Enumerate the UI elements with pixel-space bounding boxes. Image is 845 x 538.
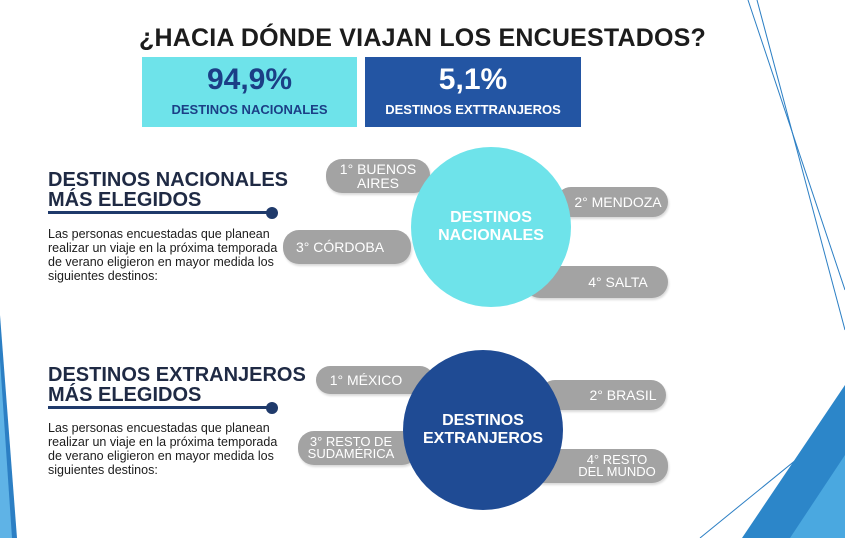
left-accent-highlight <box>0 360 12 538</box>
foreign-destination-3-line1: 3° RESTO DE <box>309 434 393 449</box>
right-decor-line-1 <box>747 0 845 291</box>
foreign-underline <box>48 406 270 409</box>
national-title-line1: DESTINOS NACIONALES <box>48 169 289 191</box>
national-description: Las personas encuestadas que planean rea… <box>48 227 278 283</box>
national-destination-4-label: 4° SALTA <box>588 274 648 290</box>
stat-national: 94,9% DESTINOS NACIONALES <box>142 57 357 127</box>
page-title: ¿HACIA DÓNDE VIAJAN LOS ENCUESTADOS? <box>139 24 706 52</box>
national-destination-1-line2: AIRES <box>356 175 399 191</box>
national-destination-2: 2° MENDOZA <box>556 187 668 217</box>
bottom-right-accent-light <box>790 455 845 538</box>
national-section-title: DESTINOS NACIONALES MÁS ELEGIDOS <box>48 170 288 210</box>
foreign-destination-3: 3° RESTO DE SUDAMÉRICA <box>298 431 418 465</box>
stat-foreign-value: 5,1% <box>438 63 508 96</box>
foreign-destination-2-label: 2° BRASIL <box>589 387 657 403</box>
foreign-destination-2: 2° BRASIL <box>540 380 666 410</box>
national-circle-line1: DESTINOS <box>450 209 532 226</box>
foreign-underline-dot <box>266 402 278 414</box>
national-destination-1-line1: 1° BUENOS <box>339 161 417 177</box>
foreign-destination-1-label: 1° MÉXICO <box>329 372 403 388</box>
foreign-destinations-circle: DESTINOS EXTRANJEROS <box>403 350 563 510</box>
national-destination-3: 3° CÓRDOBA <box>283 230 411 264</box>
national-destinations-circle: DESTINOS NACIONALES <box>411 147 571 307</box>
stat-national-label: DESTINOS NACIONALES <box>171 102 328 117</box>
national-destination-3-label: 3° CÓRDOBA <box>295 239 385 255</box>
foreign-section-title: DESTINOS EXTRANJEROS MÁS ELEGIDOS <box>48 365 306 405</box>
stat-national-value: 94,9% <box>206 63 293 96</box>
national-destination-1: 1° BUENOS AIRES <box>326 159 430 193</box>
national-underline <box>48 211 270 214</box>
right-decor-line-2 <box>756 0 845 331</box>
foreign-title-line2: MÁS ELEGIDOS <box>48 384 202 406</box>
national-title-line2: MÁS ELEGIDOS <box>48 189 202 211</box>
foreign-circle-line1: DESTINOS <box>442 412 524 429</box>
stat-foreign-label: DESTINOS EXTTRANJEROS <box>385 102 561 117</box>
foreign-destination-4-line1: 4° RESTO <box>586 452 648 467</box>
foreign-circle-line2: EXTRANJEROS <box>422 430 544 447</box>
foreign-description: Las personas encuestadas que planean rea… <box>48 421 278 477</box>
foreign-destination-3-line2: SUDAMÉRICA <box>307 446 395 461</box>
stat-foreign: 5,1% DESTINOS EXTTRANJEROS <box>365 57 581 127</box>
foreign-title-line1: DESTINOS EXTRANJEROS <box>48 364 306 386</box>
national-underline-dot <box>266 207 278 219</box>
national-destination-2-label: 2° MENDOZA <box>574 194 662 210</box>
national-circle-line2: NACIONALES <box>438 227 544 244</box>
foreign-destination-4-line2: DEL MUNDO <box>578 464 656 479</box>
